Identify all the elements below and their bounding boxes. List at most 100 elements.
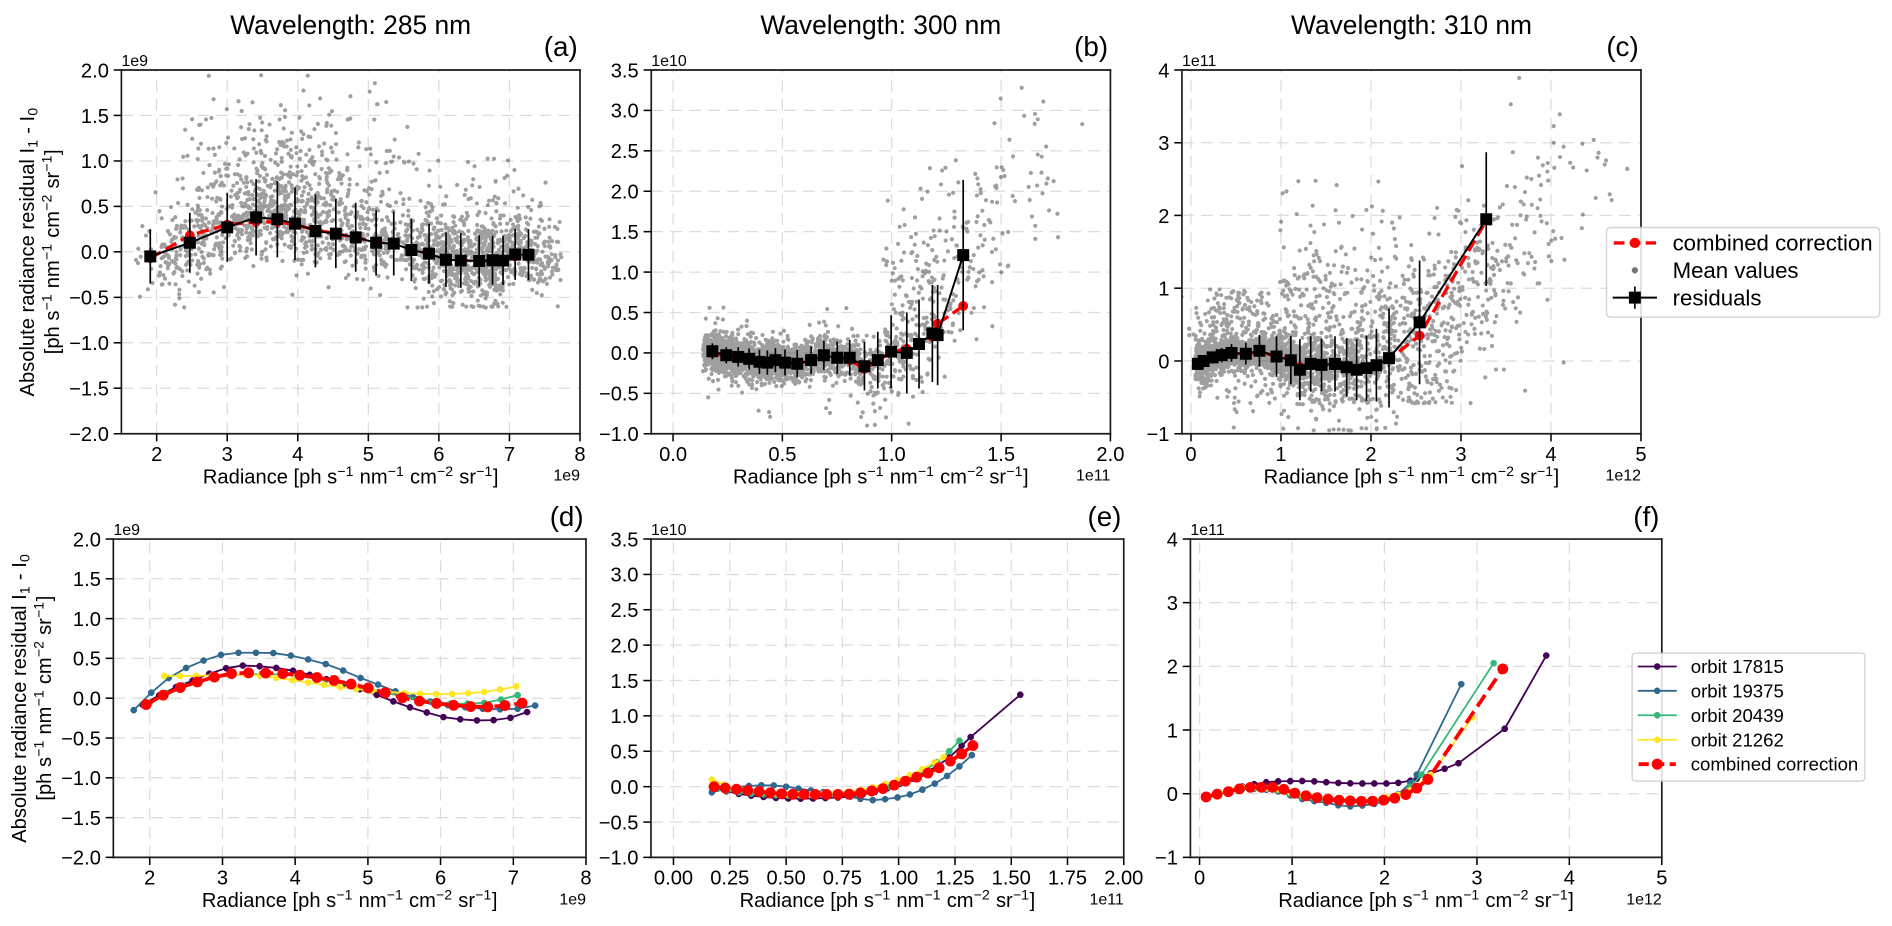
svg-text:4: 4 [290,867,301,889]
svg-text:6: 6 [435,867,446,889]
svg-text:1e12: 1e12 [1605,468,1641,485]
svg-text:1.50: 1.50 [992,867,1031,889]
svg-text:1e10: 1e10 [651,53,687,70]
svg-text:Wavelength: 300 nm: Wavelength: 300 nm [760,10,1001,40]
svg-text:1.0: 1.0 [611,262,639,284]
svg-text:0: 0 [1185,444,1196,466]
svg-text:1.5: 1.5 [987,444,1015,466]
svg-text:−0.5: −0.5 [61,728,101,750]
svg-text:0.75: 0.75 [823,867,862,889]
svg-text:orbit 20439: orbit 20439 [1691,705,1784,726]
svg-text:3: 3 [222,444,233,466]
svg-text:3.0: 3.0 [611,565,639,587]
svg-text:R a d i a n c e [ p h s: R a d i a n c e [ p h s n m c m s r ] − … [733,456,1034,489]
svg-text:orbit 19375: orbit 19375 [1691,680,1784,701]
svg-text:0.0: 0.0 [81,242,109,264]
svg-text:1.25: 1.25 [935,867,974,889]
svg-text:0: 0 [1167,784,1178,806]
svg-text:1.5: 1.5 [611,671,639,693]
svg-text:0.0: 0.0 [611,777,639,799]
svg-text:(b): (b) [1074,31,1108,62]
svg-text:−1.5: −1.5 [61,808,101,830]
svg-text:7: 7 [508,867,519,889]
svg-text:5: 5 [1656,867,1667,889]
svg-text:4: 4 [292,444,303,466]
svg-text:−1.5: −1.5 [69,379,109,401]
svg-text:0.5: 0.5 [81,197,109,219]
svg-text:0: 0 [1194,867,1205,889]
svg-text:1: 1 [1167,720,1178,742]
svg-text:1e11: 1e11 [1190,522,1224,539]
svg-text:1.0: 1.0 [81,151,109,173]
svg-text:1e9: 1e9 [121,53,148,70]
svg-text:R a d i a n c e [ p h s: R a d i a n c e [ p h s n m c m s r ] − … [203,456,504,489]
svg-text:Wavelength: 285 nm: Wavelength: 285 nm [230,10,471,40]
svg-text:−1.0: −1.0 [69,333,109,355]
svg-text:combined correction: combined correction [1691,754,1859,775]
svg-text:2.5: 2.5 [611,600,639,622]
svg-text:0.25: 0.25 [710,867,749,889]
svg-text:−0.5: −0.5 [599,384,639,406]
svg-text:4: 4 [1158,60,1169,82]
svg-text:2.0: 2.0 [73,529,101,551]
svg-text:−1.0: −1.0 [61,768,101,790]
svg-text:0.5: 0.5 [611,742,639,764]
svg-text:3: 3 [1158,133,1169,155]
svg-text:1: 1 [1158,279,1169,301]
svg-text:5: 5 [1635,444,1646,466]
svg-text:5: 5 [363,444,374,466]
svg-text:−1: −1 [1155,848,1178,870]
svg-text:2.5: 2.5 [611,141,639,163]
svg-text:R a d i a n c e [ p h s: R a d i a n c e [ p h s n m c m s r ] − … [1264,456,1565,489]
svg-text:Wavelength: 310 nm: Wavelength: 310 nm [1291,10,1532,40]
svg-text:6: 6 [433,444,444,466]
svg-text:1: 1 [1286,867,1297,889]
svg-text:1e9: 1e9 [559,891,586,908]
svg-text:2: 2 [1167,657,1178,679]
svg-text:1.5: 1.5 [73,569,101,591]
svg-text:0.0: 0.0 [659,444,687,466]
svg-text:2.00: 2.00 [1104,867,1143,889]
svg-text:(e): (e) [1087,501,1121,532]
svg-text:−2.0: −2.0 [61,848,101,870]
svg-text:1e12: 1e12 [1626,891,1662,908]
svg-text:1e11: 1e11 [1089,891,1123,908]
svg-text:1.75: 1.75 [1048,867,1087,889]
svg-text:2: 2 [151,444,162,466]
svg-text:orbit 21262: orbit 21262 [1691,729,1784,750]
svg-text:8: 8 [580,867,591,889]
svg-text:4: 4 [1167,529,1178,551]
svg-text:3.5: 3.5 [611,529,639,551]
svg-text:R a d i a n c e [ p h s: R a d i a n c e [ p h s n m c m s r ] − … [202,880,503,913]
svg-text:7: 7 [504,444,515,466]
svg-text:8: 8 [574,444,585,466]
svg-text:3.5: 3.5 [611,60,639,82]
svg-text:1.0: 1.0 [73,609,101,631]
svg-text:3.0: 3.0 [611,101,639,123]
svg-text:1.00: 1.00 [879,867,918,889]
svg-text:residuals: residuals [1673,285,1762,310]
svg-text:4: 4 [1564,867,1575,889]
svg-text:1e11: 1e11 [1076,468,1110,485]
svg-text:0.00: 0.00 [654,867,693,889]
svg-text:2.0: 2.0 [81,60,109,82]
svg-text:1.0: 1.0 [611,706,639,728]
svg-text:1: 1 [1275,444,1286,466]
svg-text:combined correction: combined correction [1673,231,1873,256]
svg-text:2.0: 2.0 [611,182,639,204]
svg-text:3: 3 [1455,444,1466,466]
svg-text:R a d i a n c e [ p h s: R a d i a n c e [ p h s n m c m s r ] − … [740,880,1041,913]
svg-text:2.0: 2.0 [611,635,639,657]
svg-text:5: 5 [362,867,373,889]
svg-text:0.50: 0.50 [766,867,805,889]
svg-text:1.5: 1.5 [81,106,109,128]
svg-text:orbit 17815: orbit 17815 [1691,656,1784,677]
svg-text:−1.0: −1.0 [599,848,639,870]
svg-text:0.5: 0.5 [611,303,639,325]
svg-text:3: 3 [217,867,228,889]
svg-text:2: 2 [144,867,155,889]
svg-text:(d): (d) [550,501,584,532]
svg-text:1e10: 1e10 [651,522,687,539]
svg-text:0.5: 0.5 [73,649,101,671]
svg-text:Mean values: Mean values [1673,258,1799,283]
